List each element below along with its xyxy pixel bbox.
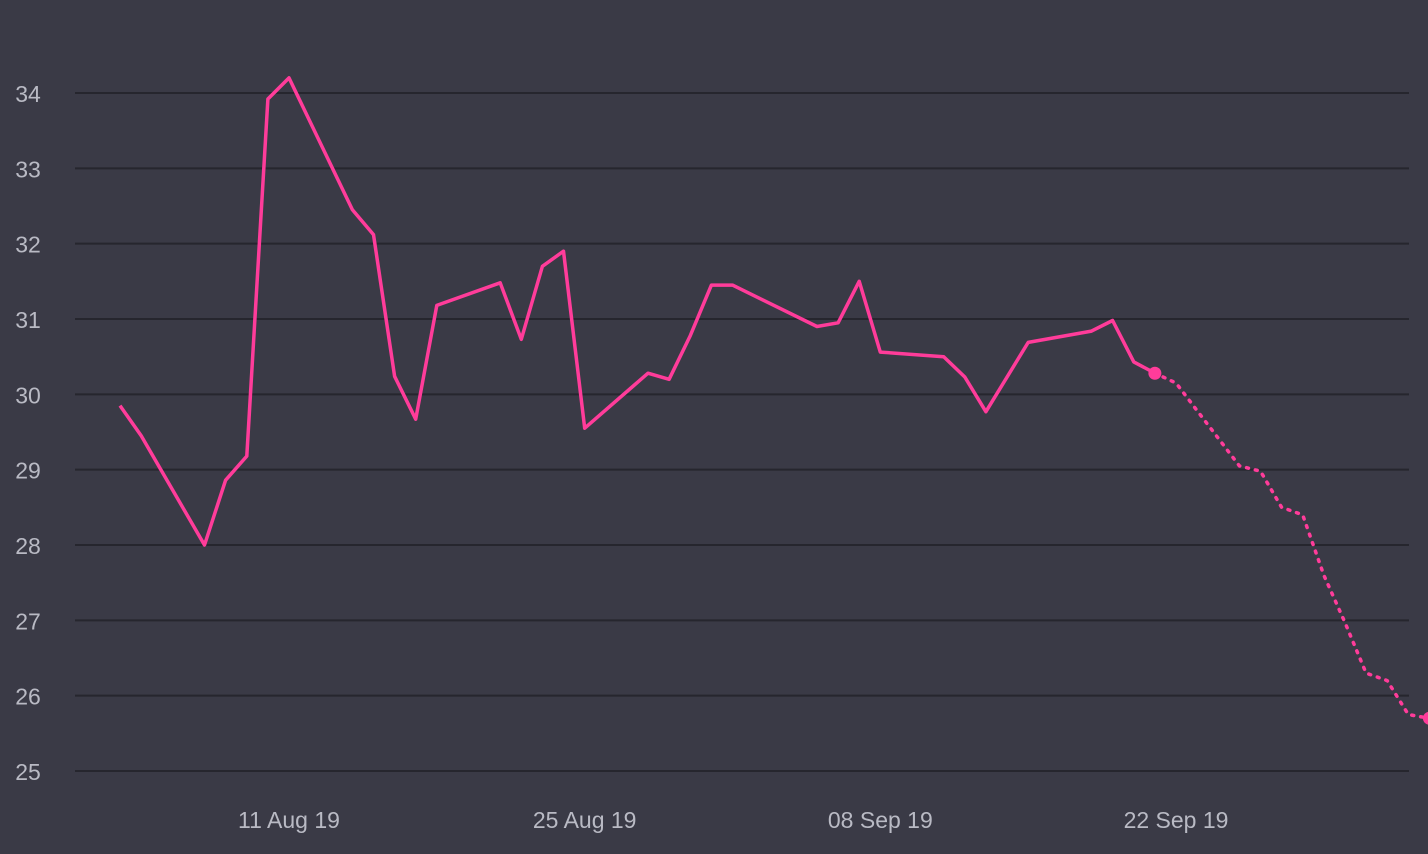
y-tick-label-34: 34 [15,81,41,107]
series-end-point-1[interactable] [1422,711,1428,725]
x-tick-label-3: 22 Sep 19 [1124,807,1229,833]
y-tick-label-32: 32 [15,232,41,258]
y-tick-label-31: 31 [15,307,41,333]
x-tick-label-0: 11 Aug 19 [238,807,340,833]
y-tick-label-25: 25 [15,759,41,785]
y-tick-label-27: 27 [15,608,41,634]
y-tick-label-30: 30 [15,382,41,408]
y-tick-label-33: 33 [15,156,41,182]
x-axis: 11 Aug 19 25 Aug 19 08 Sep 19 22 Sep 19 [238,807,1228,833]
y-tick-label-28: 28 [15,533,41,559]
series-layer [118,76,1428,725]
grid-lines [75,92,1409,772]
series-line-0 [118,76,1156,547]
x-tick-label-2: 08 Sep 19 [828,807,933,833]
y-axis: 25 26 27 28 29 30 31 32 33 34 [15,81,41,785]
series-line-1 [1153,371,1428,720]
y-tick-label-29: 29 [15,458,41,484]
x-tick-label-1: 25 Aug 19 [533,807,637,833]
y-tick-label-26: 26 [15,684,41,710]
